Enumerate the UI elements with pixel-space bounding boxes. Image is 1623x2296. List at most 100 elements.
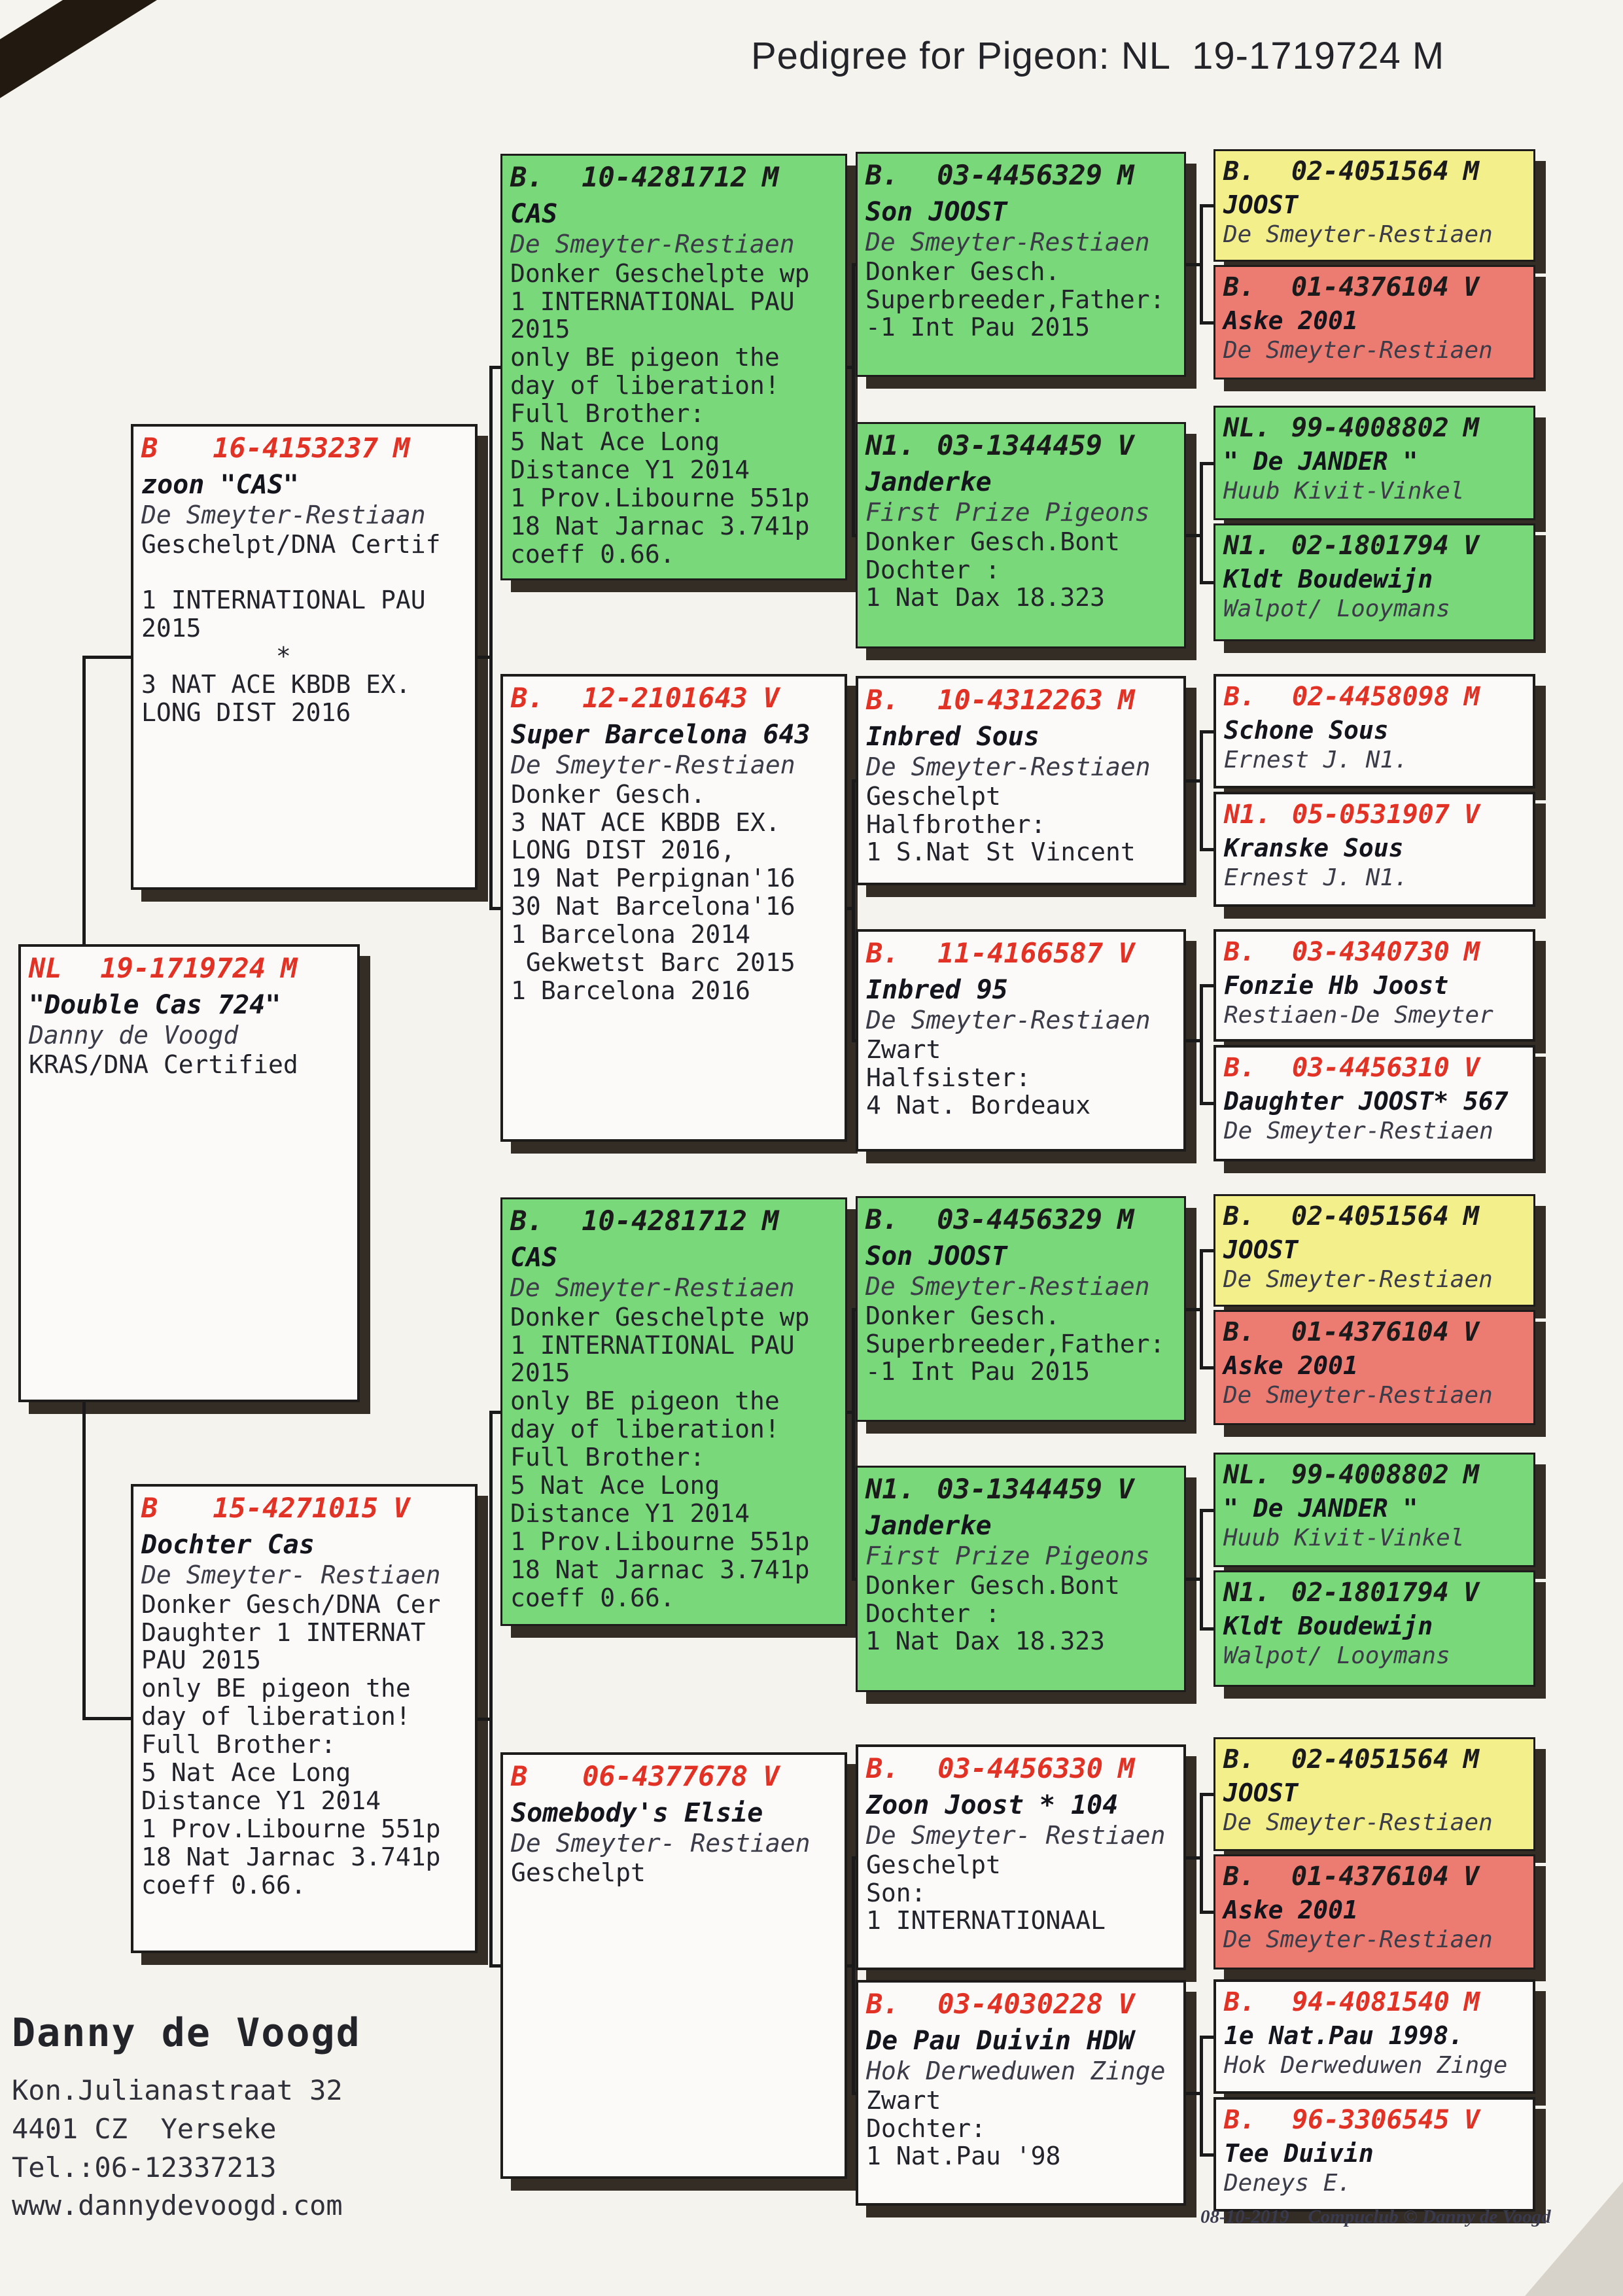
breeder-name: De Smeyter-Restiaen [1223, 336, 1493, 364]
connector-line [1186, 1578, 1202, 1581]
loft-website: www.dannydevoogd.com [12, 2189, 343, 2222]
connector-line [1186, 534, 1202, 537]
ring-number: 11-4166587 [937, 937, 1104, 969]
ring-number-row: N1. 03-1344459 V [865, 429, 1176, 461]
ring-number-row: B. 03-4456329 M [865, 159, 1176, 191]
ring-country-code: B. [1224, 1053, 1256, 1083]
ring-number: 03-4456310 [1292, 1053, 1450, 1083]
breeder-name: Huub Kivit-Vinkel [1223, 477, 1465, 504]
ring-country-code: B [511, 1760, 528, 1792]
connector-line [852, 1856, 855, 2095]
ring-sex-code: V [1463, 2105, 1480, 2135]
ring-number-row: B. 01-4376104 V [1223, 1862, 1526, 1892]
pigeon-name: " De JANDER " [1223, 1494, 1418, 1523]
pigeon-name: Fonzie Hb Joost [1224, 971, 1449, 1000]
ring-sex-code: V [1463, 531, 1479, 561]
page-title: Pedigree for Pigeon: NL 19-1719724 M [751, 35, 1445, 77]
breeder-name: First Prize Pigeons [865, 1542, 1150, 1570]
ring-number: 02-4458098 [1292, 682, 1450, 712]
connector-line [1200, 204, 1213, 207]
ring-number: 03-1344459 [937, 1473, 1103, 1505]
pedigree-box-subject: NL 19-1719724 M "Double Cas 724" Danny de Vo… [18, 944, 360, 1402]
breeder-name: Hok Derweduwen Zinge [1224, 2051, 1508, 2079]
connector-line [1200, 462, 1203, 584]
pigeon-name: Kranske Sous [1224, 834, 1404, 862]
ring-sex-code: M [1463, 413, 1479, 443]
pedigree-box-joost3: B. 02-4051564 M JOOST De Smeyter-Restiaen [1213, 1737, 1535, 1851]
ring-sex-code: M [1463, 1460, 1479, 1490]
ring-country-code: N1. [1223, 531, 1271, 561]
pedigree-box-mother: B 15-4271015 V Dochter Cas De Smeyter- Resti… [131, 1484, 478, 1953]
pigeon-name: CAS [510, 199, 558, 229]
ring-country-code: B. [866, 1988, 899, 2020]
ring-sex-code: M [1118, 1752, 1135, 1784]
ring-country-code: B. [866, 937, 899, 969]
ring-number-row: B. 03-4456330 M [866, 1752, 1176, 1784]
ring-country-code: B [141, 1492, 158, 1524]
connector-line [478, 1718, 491, 1721]
pigeon-name: Schone Sous [1224, 716, 1389, 745]
pedigree-box-joost1: B. 02-4051564 M JOOST De Smeyter-Restiaen [1213, 149, 1535, 262]
ring-sex-code: M [1117, 159, 1134, 191]
ring-sex-code: M [1463, 1987, 1480, 2017]
pigeon-notes: Zwart Dochter: 1 Nat.Pau '98 [866, 2085, 1061, 2171]
pedigree-box-joost2: B. 02-4051564 M JOOST De Smeyter-Restiaen [1213, 1194, 1535, 1307]
breeder-name: De Smeyter- Restiaen [511, 1829, 811, 1858]
ring-sex-code: V [1118, 1988, 1135, 2020]
pigeon-name: Aske 2001 [1223, 306, 1358, 335]
pigeon-notes: Donker Gesch.Bont Dochter : 1 Nat Dax 18… [865, 527, 1120, 612]
breeder-name: Danny de Voogd [29, 1021, 239, 1050]
connector-line [1186, 1039, 1202, 1042]
ring-number-row: B. 03-4456329 M [865, 1203, 1176, 1235]
breeder-name: De Smeyter- Restiaen [866, 1821, 1166, 1850]
ring-country-code: B. [1224, 682, 1256, 712]
ring-sex-code: M [1463, 682, 1480, 712]
ring-country-code: B [141, 432, 158, 464]
connector-line [1200, 1366, 1213, 1369]
breeder-name: De Smeyter-Restiaen [1223, 1381, 1493, 1409]
connector-line [1200, 1249, 1213, 1252]
pigeon-notes: Geschelpt/DNA Certif 1 INTERNATIONAL PAU… [141, 529, 441, 728]
ring-sex-code: M [762, 1205, 779, 1237]
connector-line [489, 1411, 500, 1414]
breeder-name: De Smeyter-Restiaan [141, 501, 426, 529]
ring-sex-code: V [1117, 1473, 1134, 1505]
ring-number: 03-4456329 [937, 1203, 1103, 1235]
breeder-name: De Smeyter-Restiaen [866, 752, 1151, 781]
loft-phone: Tel.:06-12337213 [12, 2151, 277, 2183]
ring-country-code: NL [29, 952, 62, 984]
pigeon-notes: Donker Gesch. 3 NAT ACE KBDB EX. LONG DI… [511, 779, 795, 1006]
connector-line [489, 1964, 500, 1968]
breeder-name: De Smeyter-Restiaen [1223, 1809, 1493, 1836]
connector-line [1186, 263, 1202, 266]
pedigree-box-inbredsous: B. 10-4312263 M Inbred Sous De Smeyter-Resti… [856, 676, 1186, 885]
ring-number: 03-4340730 [1292, 937, 1450, 967]
pedigree-box-zoonjoost: B. 03-4456330 M Zoon Joost * 104 De Smeyter-… [856, 1744, 1186, 1970]
ring-number-row: B. 94-4081540 M [1224, 1987, 1525, 2017]
pedigree-box-cas2: B. 10-4281712 M CAS De Smeyter-Restiaen Donke… [500, 1197, 847, 1626]
ring-sex-code: M [1117, 1203, 1134, 1235]
breeder-name: De Smeyter-Restiaen [1223, 1265, 1493, 1293]
connector-line [478, 656, 491, 659]
pedigree-box-kldt1: N1. 02-1801794 V Kldt Boudewijn Walpot/ Looy… [1213, 523, 1535, 641]
pigeon-name: JOOST [1223, 1778, 1299, 1807]
ring-number-row: B. 02-4051564 M [1223, 1744, 1526, 1775]
pigeon-name: Janderke [865, 1511, 992, 1541]
breeder-name: Walpot/ Looymans [1223, 1642, 1450, 1669]
ring-number: 16-4153237 [213, 432, 379, 464]
pigeon-name: Aske 2001 [1223, 1896, 1358, 1924]
ring-number: 19-1719724 [100, 952, 266, 984]
ring-number: 01-4376104 [1291, 272, 1449, 302]
ring-number-row: B. 02-4458098 M [1224, 682, 1525, 712]
connector-line [852, 1308, 856, 1311]
connector-line [1200, 1793, 1203, 1914]
ring-sex-code: M [1463, 1744, 1479, 1775]
ring-number-row: N1. 02-1801794 V [1223, 1578, 1526, 1608]
breeder-name: Deneys E. [1224, 2169, 1352, 2197]
connector-line [847, 366, 854, 369]
pedigree-box-natpau: B. 94-4081540 M 1e Nat.Pau 1998. Hok Derwedu… [1213, 1979, 1535, 2094]
ring-country-code: N1. [1224, 800, 1272, 830]
ring-number-row: N1. 05-0531907 V [1224, 800, 1525, 830]
ring-country-code: NL. [1223, 1460, 1271, 1490]
